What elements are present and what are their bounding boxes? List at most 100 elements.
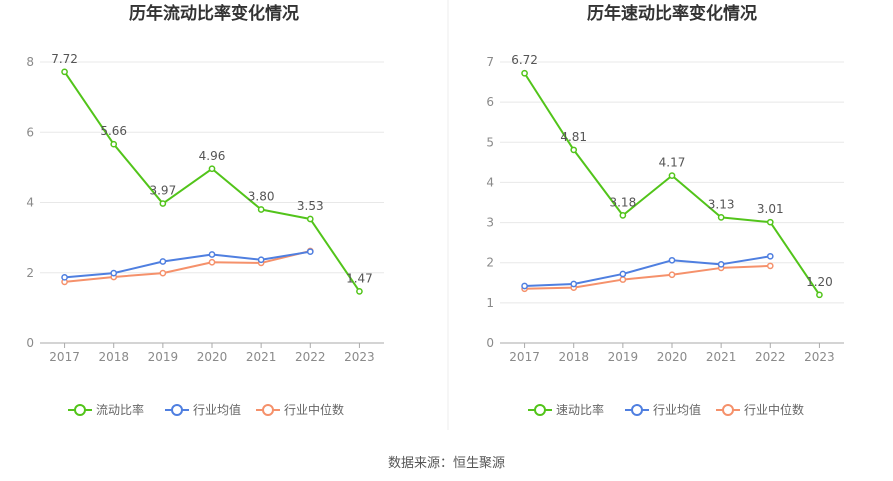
data-point-primary[interactable] (257, 206, 265, 213)
data-point-avg[interactable] (619, 270, 627, 278)
y-tick-label: 5 (486, 135, 494, 149)
legend-label: 行业均值 (193, 402, 241, 417)
legend-marker-icon (171, 404, 183, 416)
chart-title: 历年速动比率变化情况 (587, 3, 757, 24)
data-point-primary[interactable] (766, 218, 774, 226)
data-label: 3.01 (757, 202, 784, 216)
data-point-avg[interactable] (766, 252, 774, 260)
data-point-median[interactable] (668, 271, 676, 279)
data-point-avg[interactable] (110, 269, 118, 277)
data-point-primary[interactable] (159, 200, 167, 207)
x-tick-label: 2019 (148, 350, 179, 364)
y-tick-label: 4 (26, 196, 34, 210)
x-tick-label: 2022 (295, 350, 326, 364)
series-line-primary (63, 71, 361, 292)
data-label: 6.72 (511, 53, 538, 67)
quick-ratio-chart: 历年速动比率变化情况 0 1 2 3 4 5 6 7 2017 2018 2019 2020 2021 20… (486, 3, 844, 417)
series-line-avg (524, 255, 771, 287)
data-label: 3.97 (149, 184, 176, 198)
data-point-primary[interactable] (306, 215, 314, 223)
x-tick-label: 2022 (755, 350, 786, 364)
data-label: 3.80 (248, 190, 275, 204)
legend-label: 行业中位数 (744, 402, 804, 417)
data-point-avg[interactable] (668, 256, 676, 264)
data-label: 3.13 (708, 197, 735, 211)
legend-label: 速动比率 (556, 402, 604, 417)
series-line-median (64, 250, 311, 283)
data-point-median[interactable] (766, 262, 774, 270)
data-point-primary[interactable] (570, 146, 578, 154)
y-tick-label: 3 (486, 216, 494, 230)
data-point-avg[interactable] (257, 256, 265, 264)
data-label: 1.47 (346, 271, 373, 285)
data-point-avg[interactable] (717, 260, 725, 268)
data-point-median[interactable] (619, 276, 627, 283)
legend-marker-icon (262, 404, 274, 416)
series-line-avg (64, 250, 311, 279)
data-point-median[interactable] (208, 258, 216, 266)
x-tick-label: 2021 (246, 350, 277, 364)
data-point-avg[interactable] (61, 273, 68, 281)
y-tick-label: 7 (486, 55, 494, 69)
data-source-note: 数据来源：恒生聚源 (387, 456, 505, 471)
data-point-primary[interactable] (61, 68, 68, 76)
legend-label: 行业均值 (653, 402, 701, 417)
y-tick-label: 1 (486, 296, 494, 310)
data-point-primary[interactable] (208, 165, 216, 173)
data-label: 7.72 (51, 52, 78, 66)
data-label: 4.96 (199, 149, 226, 163)
data-label: 3.18 (609, 195, 636, 209)
data-point-avg[interactable] (521, 282, 528, 290)
legend-item-avg[interactable]: 行业均值 (165, 402, 241, 417)
current-ratio-chart: 历年流动比率变化情况 0 2 4 6 8 2017 2018 2019 2020 2021 2022 2… (26, 3, 384, 417)
data-label: 1.20 (806, 275, 833, 289)
y-tick-label: 2 (486, 256, 494, 270)
data-point-primary[interactable] (619, 211, 627, 219)
y-tick-label: 2 (26, 266, 34, 280)
legend-marker-icon (722, 404, 734, 416)
y-tick-label: 0 (486, 336, 494, 350)
legend-marker-icon (631, 404, 643, 416)
series-line-median (524, 264, 771, 290)
legend-item-median[interactable]: 行业中位数 (716, 402, 804, 417)
data-label: 3.53 (297, 199, 324, 213)
y-tick-label: 6 (26, 125, 34, 139)
data-point-avg[interactable] (159, 258, 167, 265)
data-label: 4.17 (659, 156, 686, 170)
data-point-median[interactable] (159, 269, 167, 277)
y-tick-label: 6 (486, 95, 494, 109)
legend-marker-icon (74, 404, 86, 416)
legend-item-median[interactable]: 行业中位数 (256, 402, 344, 417)
data-point-avg[interactable] (306, 248, 314, 256)
data-label: 5.66 (100, 124, 127, 138)
legend-item-primary[interactable]: 流动比率 (68, 402, 144, 417)
y-tick-label: 4 (486, 175, 494, 189)
data-point-primary[interactable] (668, 172, 676, 179)
x-tick-label: 2017 (509, 350, 540, 364)
x-tick-label: 2019 (608, 350, 639, 364)
y-tick-label: 0 (26, 336, 34, 350)
legend-label: 流动比率 (96, 402, 144, 417)
x-tick-label: 2020 (197, 350, 228, 364)
legend-marker-icon (534, 404, 546, 416)
data-point-primary[interactable] (521, 69, 528, 77)
legend-item-avg[interactable]: 行业均值 (625, 402, 701, 417)
chart-title: 历年流动比率变化情况 (129, 3, 299, 24)
x-tick-label: 2021 (706, 350, 737, 364)
x-tick-label: 2023 (344, 350, 375, 364)
x-tick-label: 2017 (49, 350, 80, 364)
data-point-primary[interactable] (356, 288, 363, 295)
y-tick-label: 8 (26, 55, 34, 69)
data-point-avg[interactable] (208, 251, 216, 258)
data-point-primary[interactable] (717, 214, 725, 221)
x-tick-label: 2018 (98, 350, 129, 364)
data-point-primary[interactable] (110, 140, 118, 148)
legend-item-primary[interactable]: 速动比率 (528, 402, 604, 417)
data-point-primary[interactable] (816, 291, 823, 299)
data-label: 4.81 (560, 130, 587, 144)
x-tick-label: 2023 (804, 350, 835, 364)
x-tick-label: 2020 (657, 350, 688, 364)
data-point-avg[interactable] (570, 280, 578, 288)
x-tick-label: 2018 (558, 350, 589, 364)
